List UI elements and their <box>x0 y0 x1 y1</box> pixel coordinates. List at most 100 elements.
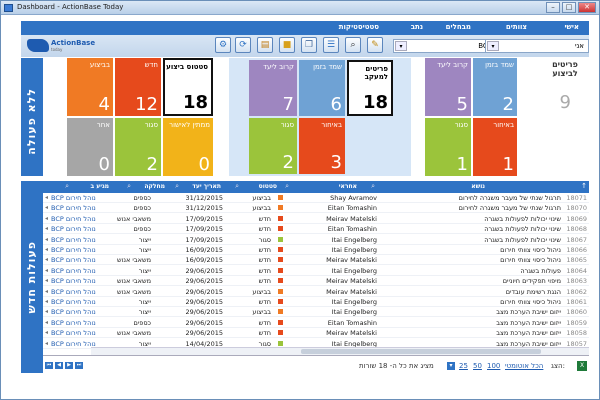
excel-export-icon[interactable]: X <box>577 361 587 371</box>
cell-source[interactable]: BCP נוהל חירום <box>51 339 96 348</box>
search-icon[interactable]: ⌕ <box>235 182 239 190</box>
tile-follow-up-total[interactable]: פריטים למעקב 18 <box>347 60 393 116</box>
row-select-icon[interactable]: ◂ <box>45 214 49 222</box>
next-page-button[interactable]: ▶ <box>65 362 73 369</box>
tile-closed[interactable]: סגור 1 <box>425 118 471 176</box>
tile-pending-approval[interactable]: ממתין לאישור 0 <box>163 118 213 176</box>
cell-source[interactable]: BCP נוהל חירום <box>51 266 96 275</box>
new-item-button[interactable]: ▤ <box>257 37 273 53</box>
col-due-date[interactable]: תאריך יעד <box>192 183 221 190</box>
row-select-icon[interactable]: ◂ <box>45 287 49 295</box>
cell-source[interactable]: BCP נוהל חירום <box>51 318 96 327</box>
last-page-button[interactable]: ⏭ <box>75 362 83 369</box>
table-row[interactable]: ◂ BCP נוהל חירום ייצור 29/06/2015 בביצוע Itai… <box>43 307 589 318</box>
tab-statistics[interactable]: סטטיסטיקות <box>338 23 379 31</box>
search-icon[interactable]: ⌕ <box>285 182 289 190</box>
tile-on-time[interactable]: שמד בזמן 2 <box>473 58 517 116</box>
refresh-button[interactable]: ⟳ <box>235 37 251 53</box>
cell-source[interactable]: BCP נוהל חירום <box>51 204 96 213</box>
table-row[interactable]: ◂ BCP נוהל חירום ייצור 29/06/2015 חדש Itai En… <box>43 297 589 307</box>
tab-route[interactable]: נתב <box>410 23 423 31</box>
row-select-icon[interactable]: ◂ <box>45 256 49 264</box>
tab-personal[interactable]: אישי <box>564 23 579 31</box>
cell-source[interactable]: BCP נוהל חירום <box>51 298 96 306</box>
cell-source[interactable]: BCP נוהל חירום <box>51 225 96 234</box>
cell-source[interactable]: BCP נוהל חירום <box>51 287 96 296</box>
row-select-icon[interactable]: ◂ <box>45 329 49 337</box>
cell-subject[interactable]: הנגת רשימת עובדים <box>505 287 561 296</box>
project-select[interactable]: ▾ BCP <box>393 39 497 53</box>
table-row[interactable]: ◂ BCP נוהל חירום כספים 31/12/2015 בביצוע Eita… <box>43 203 589 214</box>
row-select-icon[interactable]: ◂ <box>45 235 49 243</box>
row-select-icon[interactable]: ◂ <box>45 266 49 274</box>
table-row[interactable]: ◂ BCP נוהל חירום משאבי אנוש 29/06/2015 בביצו… <box>43 287 589 297</box>
tab-teams[interactable]: צוותים <box>505 23 527 31</box>
col-subject[interactable]: נושא <box>471 183 485 190</box>
tile-follow-on-time[interactable]: שמד בזמן 6 <box>299 60 345 116</box>
cell-source[interactable]: BCP נוהל חירום <box>51 329 96 338</box>
table-row[interactable]: ◂ BCP נוהל חירום כספים 31/12/2015 בביצוע Shay… <box>43 193 589 203</box>
cell-source[interactable]: BCP נוהל חירום <box>51 214 96 223</box>
table-row[interactable]: ◂ BCP נוהל חירום משאבי אנוש 17/09/2015 חדש Me… <box>43 214 589 224</box>
row-select-icon[interactable]: ◂ <box>45 298 49 305</box>
cell-subject[interactable]: ניהול כיסוי צוותי חירום <box>500 256 561 265</box>
table-row[interactable]: ◂ BCP נוהל חירום ייצור 29/06/2015 חדש Itai En… <box>43 266 589 276</box>
cell-source[interactable]: BCP נוהל חירום <box>51 235 96 244</box>
row-select-icon[interactable]: ◂ <box>45 318 49 326</box>
scroll-thumb[interactable] <box>301 349 541 354</box>
table-row[interactable]: ◂ BCP נוהל חירום משאבי אנוש 29/06/2015 חדש Me… <box>43 328 589 339</box>
search-icon[interactable]: ⌕ <box>175 182 179 190</box>
settings-button[interactable]: ⚙ <box>215 37 231 53</box>
col-status[interactable]: סטטוס <box>258 183 277 190</box>
row-select-icon[interactable]: ◂ <box>45 246 49 253</box>
prev-page-button[interactable]: ◀ <box>55 362 63 369</box>
table-row[interactable]: ◂ BCP נוהל חירום משאבי אנוש 16/09/2015 חדש Me… <box>43 255 589 266</box>
close-button[interactable]: ✕ <box>578 2 596 13</box>
sort-arrow-icon[interactable]: ↑ <box>581 182 587 190</box>
cell-subject[interactable]: תרגול שנתי של מעבר משגרה לחירום <box>458 204 561 213</box>
filter-icon[interactable]: ▾ <box>447 362 455 370</box>
page-size-50[interactable]: 50 <box>473 362 482 370</box>
my-items-title[interactable]: פריטים לביצוע <box>552 60 578 78</box>
table-row[interactable]: ◂ BCP נוהל חירום משאבי אנוש 29/06/2015 חדש Me… <box>43 276 589 287</box>
cell-source[interactable]: BCP נוהל חירום <box>51 194 96 202</box>
copy-button[interactable]: ❐ <box>301 37 317 53</box>
cell-subject[interactable]: ניהול כיסוי צוותי חירום <box>500 298 561 306</box>
cell-subject[interactable]: ייזום ישיבת הערכת מצב <box>496 339 561 348</box>
tile-status-total[interactable]: סטטוס ביצוע 18 <box>163 58 213 116</box>
cell-source[interactable]: BCP נוהל חירום <box>51 246 96 254</box>
row-select-icon[interactable]: ◂ <box>45 204 49 212</box>
page-size-25[interactable]: 25 <box>459 362 468 370</box>
cell-subject[interactable]: שינוי יכולות לפעולות בשגרה <box>484 225 561 234</box>
cell-subject[interactable]: תרגול שנתי של מעבר משגרה לחירום <box>458 194 561 202</box>
cell-subject[interactable]: ייזום ישיבת הערכת מצב <box>496 329 561 338</box>
edit-button[interactable]: ✎ <box>367 37 383 53</box>
list-button[interactable]: ☰ <box>323 37 339 53</box>
page-size-100[interactable]: 100 <box>487 362 501 370</box>
cell-subject[interactable]: שינוי יכולות לפעולות בשגרה <box>484 214 561 223</box>
tile-other[interactable]: אחר 0 <box>67 118 113 176</box>
maximize-button[interactable]: □ <box>562 2 576 13</box>
cell-subject[interactable]: ייזום ישיבת הערכת מצב <box>496 308 561 317</box>
table-row[interactable]: ◂ BCP נוהל חירום כספים 29/06/2015 חדש Eitan T… <box>43 318 589 328</box>
tile-near-target[interactable]: קרוב ליעד 5 <box>425 58 471 116</box>
folder-button[interactable]: ■ <box>279 37 295 53</box>
search-icon[interactable]: ⌕ <box>65 182 69 190</box>
tab-filters[interactable]: מבחלים <box>445 23 471 31</box>
first-page-button[interactable]: ⏮ <box>45 362 53 369</box>
row-select-icon[interactable]: ◂ <box>45 308 49 316</box>
col-department[interactable]: מחלקה <box>144 183 165 190</box>
my-items-count[interactable]: 9 <box>559 92 571 113</box>
row-select-icon[interactable]: ◂ <box>45 194 49 201</box>
tile-late[interactable]: באיחור 1 <box>473 118 517 176</box>
tile-follow-closed[interactable]: סגור 2 <box>249 118 297 174</box>
tile-follow-late[interactable]: באיחור 3 <box>299 118 345 174</box>
horizontal-scrollbar[interactable] <box>91 347 589 355</box>
search-icon[interactable]: ⌕ <box>127 182 131 190</box>
cell-source[interactable]: BCP נוהל חירום <box>51 256 96 265</box>
row-select-icon[interactable]: ◂ <box>45 339 49 347</box>
tile-status-closed[interactable]: סגור 2 <box>115 118 161 176</box>
search-button[interactable]: ⌕ <box>345 37 361 53</box>
cell-subject[interactable]: מיפוי תפקידים חיוניים <box>502 277 561 286</box>
table-row[interactable]: ◂ BCP נוהל חירום ייצור 16/09/2015 חדש Itai En… <box>43 245 589 255</box>
